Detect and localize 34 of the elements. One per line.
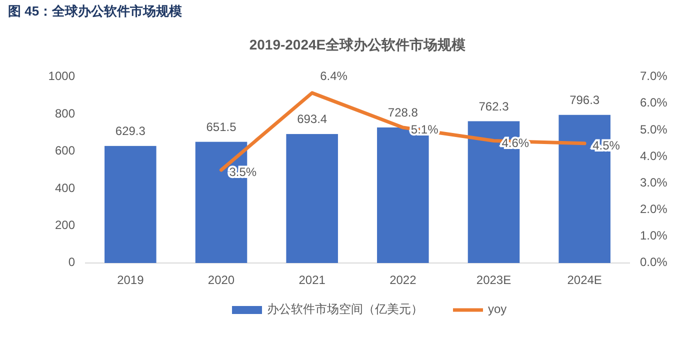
y2-tick-label: 7.0% (640, 69, 668, 84)
y-tick-label: 800 (54, 106, 76, 120)
chart-title: 2019-2024E全球办公软件市场规模 (249, 36, 467, 53)
y2-tick-label: 4.0% (640, 148, 668, 163)
bar (104, 146, 156, 263)
y2-tick-label: 1.0% (640, 228, 668, 243)
legend-label: 办公软件市场空间（亿美元） (267, 302, 423, 316)
data-label: 796.3 (570, 93, 600, 108)
y-tick-label: 200 (54, 218, 76, 232)
y2-tick-label: 3.0% (640, 175, 668, 190)
x-tick-label: 2024E (567, 273, 602, 288)
data-label: 693.4 (297, 112, 328, 126)
caption: 图 45：全球办公软件市场规模 (8, 3, 182, 18)
legend-label: yoy (488, 302, 507, 316)
x-tick-label: 2019 (117, 273, 144, 288)
y-tick-label: 0 (68, 255, 76, 270)
data-label: 6.4% (320, 69, 348, 84)
x-tick-label: 2022 (390, 273, 417, 288)
y-tick-label: 400 (54, 180, 76, 195)
x-tick-label: 2021 (298, 273, 326, 288)
x-tick-label: 2020 (208, 273, 235, 288)
data-label: 728.8 (388, 106, 418, 120)
x-tick-label: 2023E (476, 273, 512, 288)
y2-tick-label: 2.0% (640, 202, 668, 216)
data-label: 4.6% (502, 136, 530, 150)
y-tick-label: 600 (54, 144, 76, 158)
y2-tick-label: 5.0% (640, 122, 668, 136)
y-tick-label: 1000 (48, 69, 76, 84)
y2-tick-label: 6.0% (640, 96, 668, 110)
data-label: 629.3 (115, 124, 146, 138)
bar (286, 134, 338, 263)
y2-tick-label: 0.0% (640, 255, 668, 270)
data-label: 762.3 (478, 99, 510, 114)
data-label: 651.5 (206, 120, 237, 134)
